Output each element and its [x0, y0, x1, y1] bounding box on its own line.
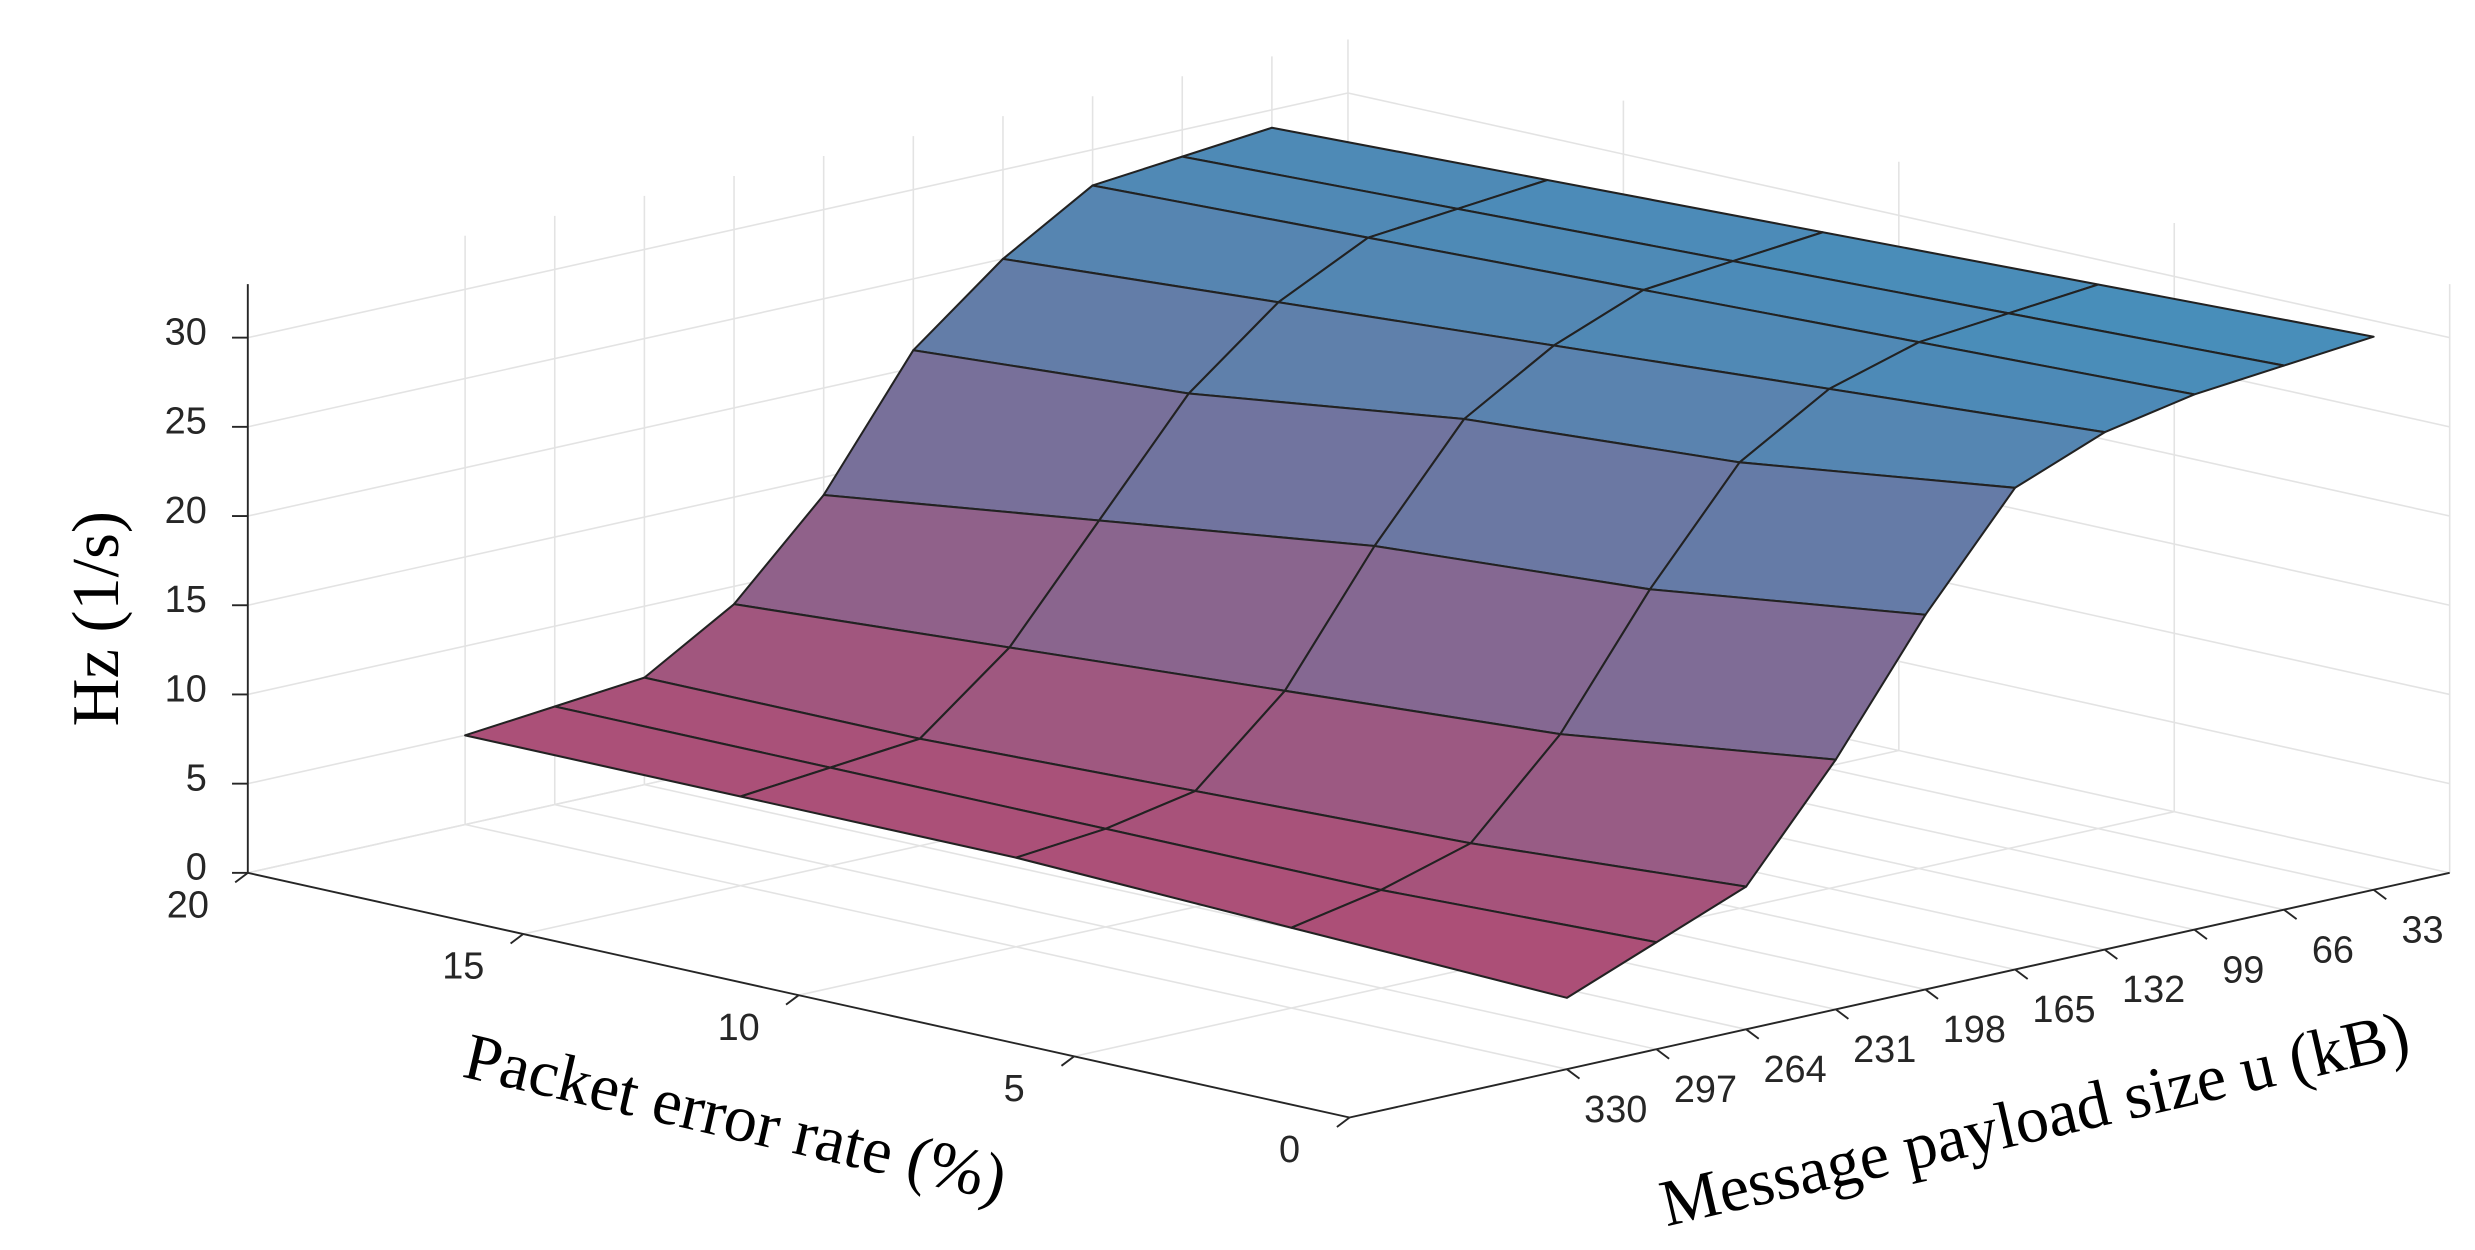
- z-tick-label: 0: [186, 847, 207, 889]
- z-tick-label: 10: [165, 668, 207, 710]
- x-tick-label: 20: [167, 885, 209, 927]
- tick-mark: [1060, 1055, 1075, 1067]
- tick-mark: [1835, 1008, 1849, 1020]
- y-axis: [1349, 871, 2450, 1119]
- surface: [464, 126, 2375, 999]
- tick-mark: [510, 933, 524, 945]
- tick-mark: [1566, 1068, 1581, 1080]
- x-tick-label: 0: [1279, 1129, 1300, 1171]
- x-tick-label: 15: [442, 946, 484, 988]
- tick-mark: [1745, 1028, 1760, 1040]
- tick-mark: [2104, 948, 2118, 960]
- z-axis-title: Hz (1/s): [60, 511, 133, 726]
- y-tick-label: 33: [2401, 909, 2443, 951]
- z-tick-label: 20: [165, 490, 207, 532]
- y-tick-label: 99: [2222, 949, 2264, 991]
- tick-mark: [2283, 908, 2298, 920]
- tick-mark: [1655, 1048, 1670, 1060]
- surface-patch: [1290, 888, 1658, 999]
- y-tick-label: 165: [2032, 989, 2095, 1031]
- y-tick-label: 132: [2122, 969, 2185, 1011]
- y-tick-label: 297: [1674, 1069, 1737, 1111]
- y-tick-label: 198: [1943, 1009, 2006, 1051]
- y-tick-label: 264: [1763, 1049, 1826, 1091]
- grid-line: [464, 823, 1568, 1070]
- tick-mark: [234, 872, 249, 884]
- x-tick-label: 10: [718, 1007, 760, 1049]
- z-tick-label: 25: [165, 401, 207, 443]
- grid-line: [554, 803, 1657, 1051]
- tick-mark: [2373, 889, 2387, 900]
- plot-area: Hz (1/s) Packet error rate (%) Message p…: [60, 39, 2451, 1241]
- y-tick-label: 330: [1584, 1089, 1647, 1131]
- tick-mark: [2193, 928, 2208, 940]
- x-axis-title: Packet error rate (%): [457, 1020, 1013, 1216]
- tick-mark: [1924, 988, 1939, 1000]
- grid-line: [247, 92, 1349, 339]
- z-tick-label: 5: [186, 757, 207, 799]
- tick-mark: [1336, 1116, 1351, 1128]
- z-tick-label: 15: [165, 579, 207, 621]
- tick-mark: [785, 994, 800, 1006]
- y-axis-title: Message payload size u (kB): [1653, 998, 2415, 1241]
- y-tick-label: 66: [2312, 929, 2354, 971]
- z-tick-label: 30: [165, 311, 207, 353]
- tick-mark: [2014, 968, 2029, 980]
- y-tick-label: 231: [1853, 1029, 1916, 1071]
- x-tick-label: 5: [1004, 1068, 1025, 1110]
